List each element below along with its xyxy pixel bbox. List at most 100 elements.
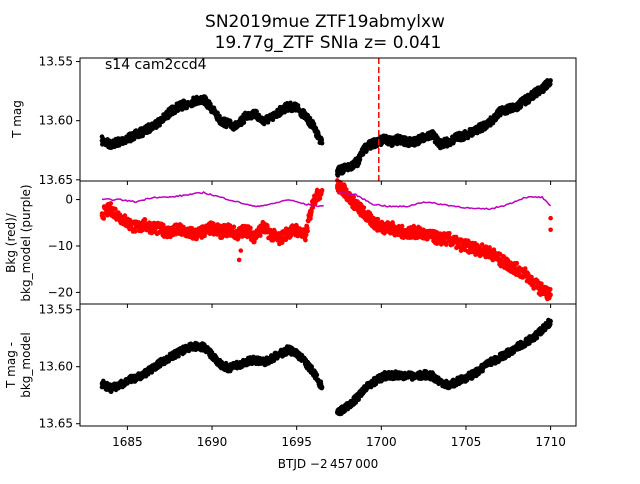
bkg-point	[252, 234, 257, 239]
bkg-point	[335, 185, 340, 191]
lightcurve-point	[201, 345, 206, 350]
lightcurve-point	[158, 118, 164, 123]
lightcurve-point	[395, 372, 401, 377]
x-tick-label: 1690	[197, 435, 228, 449]
bkg-point	[548, 227, 553, 233]
chart-title-line2: 19.77g_ZTF SNIa z= 0.041	[215, 33, 442, 53]
bkg-point	[268, 232, 274, 237]
bkg-point	[547, 286, 553, 292]
bkg-point	[279, 240, 285, 245]
lightcurve-point	[226, 365, 232, 371]
lightcurve-point	[201, 97, 206, 102]
lightcurve-point	[277, 351, 283, 357]
lightcurve-point	[455, 379, 460, 384]
bkg-point	[438, 236, 443, 242]
bkg-point	[209, 225, 215, 230]
lightcurve-point	[429, 132, 435, 138]
lightcurve-point	[218, 118, 223, 123]
bkg-point	[548, 215, 553, 221]
lightcurve-point	[294, 105, 299, 110]
lightcurve-point	[362, 387, 367, 392]
lightcurve-point	[192, 343, 198, 349]
axis-ticks: 13.55 13.60 13.65 0 −10 −20 13.55 13.60 13.65 168…	[39, 55, 566, 449]
lightcurve-point	[184, 101, 189, 107]
bkg-point	[277, 236, 283, 242]
bottom-ylabel-line1: T mag -	[4, 342, 18, 389]
lightcurve-point	[314, 372, 320, 378]
bkg-point	[483, 244, 489, 249]
bkg-point	[142, 222, 147, 228]
y-tick-label: 13.55	[39, 55, 73, 69]
y-tick-label: 13.65	[39, 173, 73, 187]
lightcurve-point	[108, 142, 113, 147]
bkg-point	[522, 266, 528, 271]
chart-title-line1: SN2019mue ZTF19abmylxw	[205, 12, 445, 32]
bkg-point	[539, 281, 544, 287]
bkg-point	[497, 251, 503, 257]
bkg-point	[192, 232, 198, 237]
middle-panel-data	[99, 178, 553, 302]
lightcurve-point	[522, 98, 528, 103]
bkg-point	[361, 205, 367, 210]
lightcurve-point	[150, 123, 156, 128]
lightcurve-point	[412, 139, 418, 145]
lightcurve-point	[514, 345, 520, 350]
bkg-point	[522, 271, 528, 277]
lightcurve-point	[514, 104, 520, 109]
bkg-point	[201, 229, 206, 235]
lightcurve-point	[438, 379, 443, 384]
lightcurve-point	[421, 372, 426, 377]
lightcurve-point	[277, 108, 283, 114]
bkg-point	[258, 233, 263, 238]
bkg-point	[142, 217, 148, 222]
lightcurve-point	[480, 365, 486, 371]
lightcurve-point	[341, 406, 347, 412]
bkg-point	[285, 229, 291, 235]
lightcurve-point	[99, 381, 105, 387]
bkg-point	[132, 229, 138, 234]
lightcurve-point	[108, 386, 113, 391]
bkg-point	[248, 225, 253, 231]
bkg-point	[226, 227, 232, 233]
x-tick-label: 1705	[451, 435, 482, 449]
y-tick-label: −10	[48, 239, 73, 253]
lightcurve-point	[472, 371, 477, 376]
bkg-point	[514, 260, 520, 266]
bkg-point	[99, 211, 105, 216]
bkg-point	[463, 243, 469, 249]
bottom-ylabel-line2: bkg_model	[19, 332, 33, 398]
bkg-point	[548, 292, 553, 298]
lightcurve-point	[421, 134, 426, 140]
bkg-point	[167, 229, 173, 235]
lightcurve-point	[142, 129, 147, 134]
bkg-point	[355, 204, 360, 209]
bkg-model-line	[101, 191, 324, 208]
bottom-panel-data	[99, 317, 553, 417]
lightcurve-point	[142, 371, 147, 376]
bkg-point	[243, 227, 249, 233]
bkg-point	[260, 225, 266, 230]
bkg-point	[447, 231, 452, 236]
bkg-point	[218, 229, 223, 235]
bkg-point	[382, 225, 388, 230]
y-tick-label: 13.60	[39, 360, 73, 374]
y-tick-label: 13.55	[39, 303, 73, 317]
bkg-point	[236, 257, 242, 263]
lightcurve-point	[260, 118, 266, 123]
lightcurve-point	[133, 375, 139, 381]
lightcurve-point	[489, 359, 494, 365]
lightcurve-point	[547, 81, 553, 87]
bkg-point	[375, 216, 381, 222]
bkg-point	[434, 241, 440, 246]
lightcurve-point	[192, 98, 198, 103]
bkg-point	[175, 227, 181, 233]
bkg-point	[319, 187, 325, 193]
lightcurve-point	[243, 113, 249, 119]
lightcurve-point	[539, 327, 545, 333]
lightcurve-point	[389, 373, 394, 379]
bkg-point	[348, 197, 354, 202]
lightcurve-point	[235, 124, 240, 129]
bkg-point	[514, 266, 520, 272]
